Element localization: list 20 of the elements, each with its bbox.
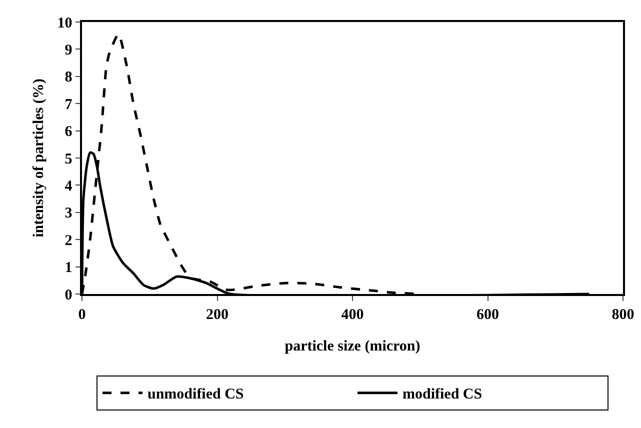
x-axis-title: particle size (micron) — [284, 338, 420, 354]
y-tick-label: 6 — [64, 124, 73, 140]
y-tick-label: 3 — [64, 206, 72, 222]
legend-label: modified CS — [402, 386, 482, 403]
y-tick-label: 9 — [64, 42, 72, 58]
y-tick-label: 4 — [64, 178, 73, 194]
y-tick-label: 8 — [64, 70, 72, 86]
legend-label: unmodified CS — [148, 386, 244, 403]
y-tick-label: 7 — [64, 96, 73, 113]
x-tick-label: 400 — [341, 306, 364, 323]
x-tick-label: 200 — [206, 306, 228, 323]
y-tick-label: 0 — [64, 287, 72, 304]
y-tick-label: 10 — [57, 15, 72, 32]
y-tick-label: 1 — [64, 260, 72, 276]
y-axis-title: intensity of particles (%) — [31, 78, 47, 238]
y-tick-label: 2 — [64, 232, 72, 249]
x-tick-label: 0 — [78, 306, 86, 323]
y-tick-label: 5 — [64, 151, 72, 168]
x-tick-label: 800 — [612, 306, 634, 323]
x-tick-label: 600 — [476, 306, 499, 323]
